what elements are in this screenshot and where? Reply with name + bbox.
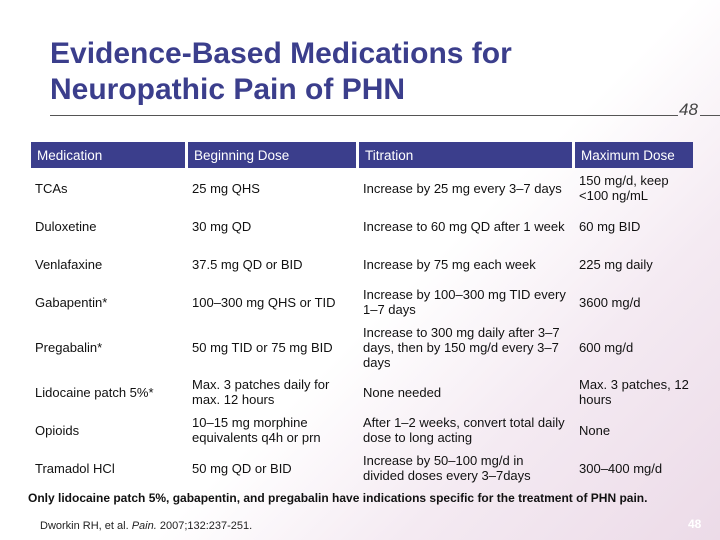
- cell-maximum-dose: 60 mg BID: [579, 218, 641, 234]
- citation-details: 2007;132:237-251.: [159, 520, 253, 532]
- cell-beginning-dose: 50 mg TID or 75 mg BID: [192, 339, 333, 355]
- slide-title: Evidence-Based Medications for Neuropath…: [50, 37, 512, 106]
- cell-maximum-dose: 300–400 mg/d: [579, 460, 663, 476]
- cell-titration: Increase by 50–100 mg/d in divided doses…: [363, 453, 531, 483]
- title-underline: [50, 115, 678, 116]
- cell-beginning-dose: 50 mg QD or BID: [192, 460, 292, 476]
- cell-medication: Gabapentin*: [35, 294, 108, 310]
- citation: Dworkin RH, et al. Pain. 2007;132:237-25…: [40, 520, 252, 532]
- cell-maximum-dose: Max. 3 patches, 12 hours: [579, 377, 689, 407]
- cell-maximum-dose: 600 mg/d: [579, 339, 634, 355]
- table-row: Pregabalin* 50 mg TID or 75 mg BID Incre…: [31, 322, 693, 372]
- cell-maximum-dose: 225 mg daily: [579, 256, 653, 272]
- cell-beginning-dose: 30 mg QD: [192, 218, 252, 234]
- header-beginning-dose: Beginning Dose: [188, 142, 356, 168]
- slide-number-footer: 48: [688, 517, 702, 531]
- cell-titration: Increase by 25 mg every 3–7 days: [363, 180, 562, 196]
- cell-beginning-dose: 37.5 mg QD or BID: [192, 256, 303, 272]
- cell-titration: Increase by 100–300 mg TID every 1–7 day…: [363, 287, 566, 317]
- table-header-row: Medication Beginning Dose Titration Maxi…: [31, 142, 693, 168]
- cell-medication: Opioids: [35, 422, 80, 438]
- cell-medication: Duloxetine: [35, 218, 97, 234]
- header-maximum-dose: Maximum Dose: [575, 142, 693, 168]
- cell-medication: Pregabalin*: [35, 339, 103, 355]
- slide-number: 48: [679, 100, 698, 119]
- cell-titration: Increase to 60 mg QD after 1 week: [363, 218, 565, 234]
- cell-maximum-dose: 150 mg/d, keep <100 ng/mL: [579, 173, 669, 203]
- cell-maximum-dose: None: [579, 422, 611, 438]
- cell-beginning-dose: 10–15 mg morphine equivalents q4h or prn: [192, 415, 321, 445]
- title-underline-end: [700, 115, 720, 116]
- cell-medication: Venlafaxine: [35, 256, 103, 272]
- cell-medication: Lidocaine patch 5%*: [35, 384, 154, 400]
- header-medication: Medication: [31, 142, 185, 168]
- citation-journal: Pain.: [131, 520, 157, 532]
- cell-titration: Increase by 75 mg each week: [363, 256, 536, 272]
- table-row: Opioids 10–15 mg morphine equivalents q4…: [31, 412, 693, 448]
- table-row: Lidocaine patch 5%* Max. 3 patches daily…: [31, 374, 693, 410]
- table-row: TCAs 25 mg QHS Increase by 25 mg every 3…: [31, 170, 693, 206]
- table-row: Gabapentin* 100–300 mg QHS or TID Increa…: [31, 284, 693, 320]
- cell-titration: After 1–2 weeks, convert total daily dos…: [363, 415, 565, 445]
- citation-authors: Dworkin RH, et al.: [40, 520, 129, 532]
- medication-table: Medication Beginning Dose Titration Maxi…: [28, 140, 696, 488]
- footnote: Only lidocaine patch 5%, gabapentin, and…: [28, 491, 648, 505]
- header-titration: Titration: [359, 142, 572, 168]
- cell-beginning-dose: 100–300 mg QHS or TID: [192, 294, 336, 310]
- cell-medication: Tramadol HCl: [35, 460, 115, 476]
- table-row: Venlafaxine 37.5 mg QD or BID Increase b…: [31, 246, 693, 282]
- table-row: Tramadol HCl 50 mg QD or BID Increase by…: [31, 450, 693, 486]
- cell-titration: Increase to 300 mg daily after 3–7 days,…: [363, 324, 560, 370]
- cell-maximum-dose: 3600 mg/d: [579, 294, 641, 310]
- cell-medication: TCAs: [35, 180, 68, 196]
- cell-beginning-dose: 25 mg QHS: [192, 180, 260, 196]
- cell-beginning-dose: Max. 3 patches daily for max. 12 hours: [192, 377, 330, 407]
- table-row: Duloxetine 30 mg QD Increase to 60 mg QD…: [31, 208, 693, 244]
- cell-titration: None needed: [363, 384, 442, 400]
